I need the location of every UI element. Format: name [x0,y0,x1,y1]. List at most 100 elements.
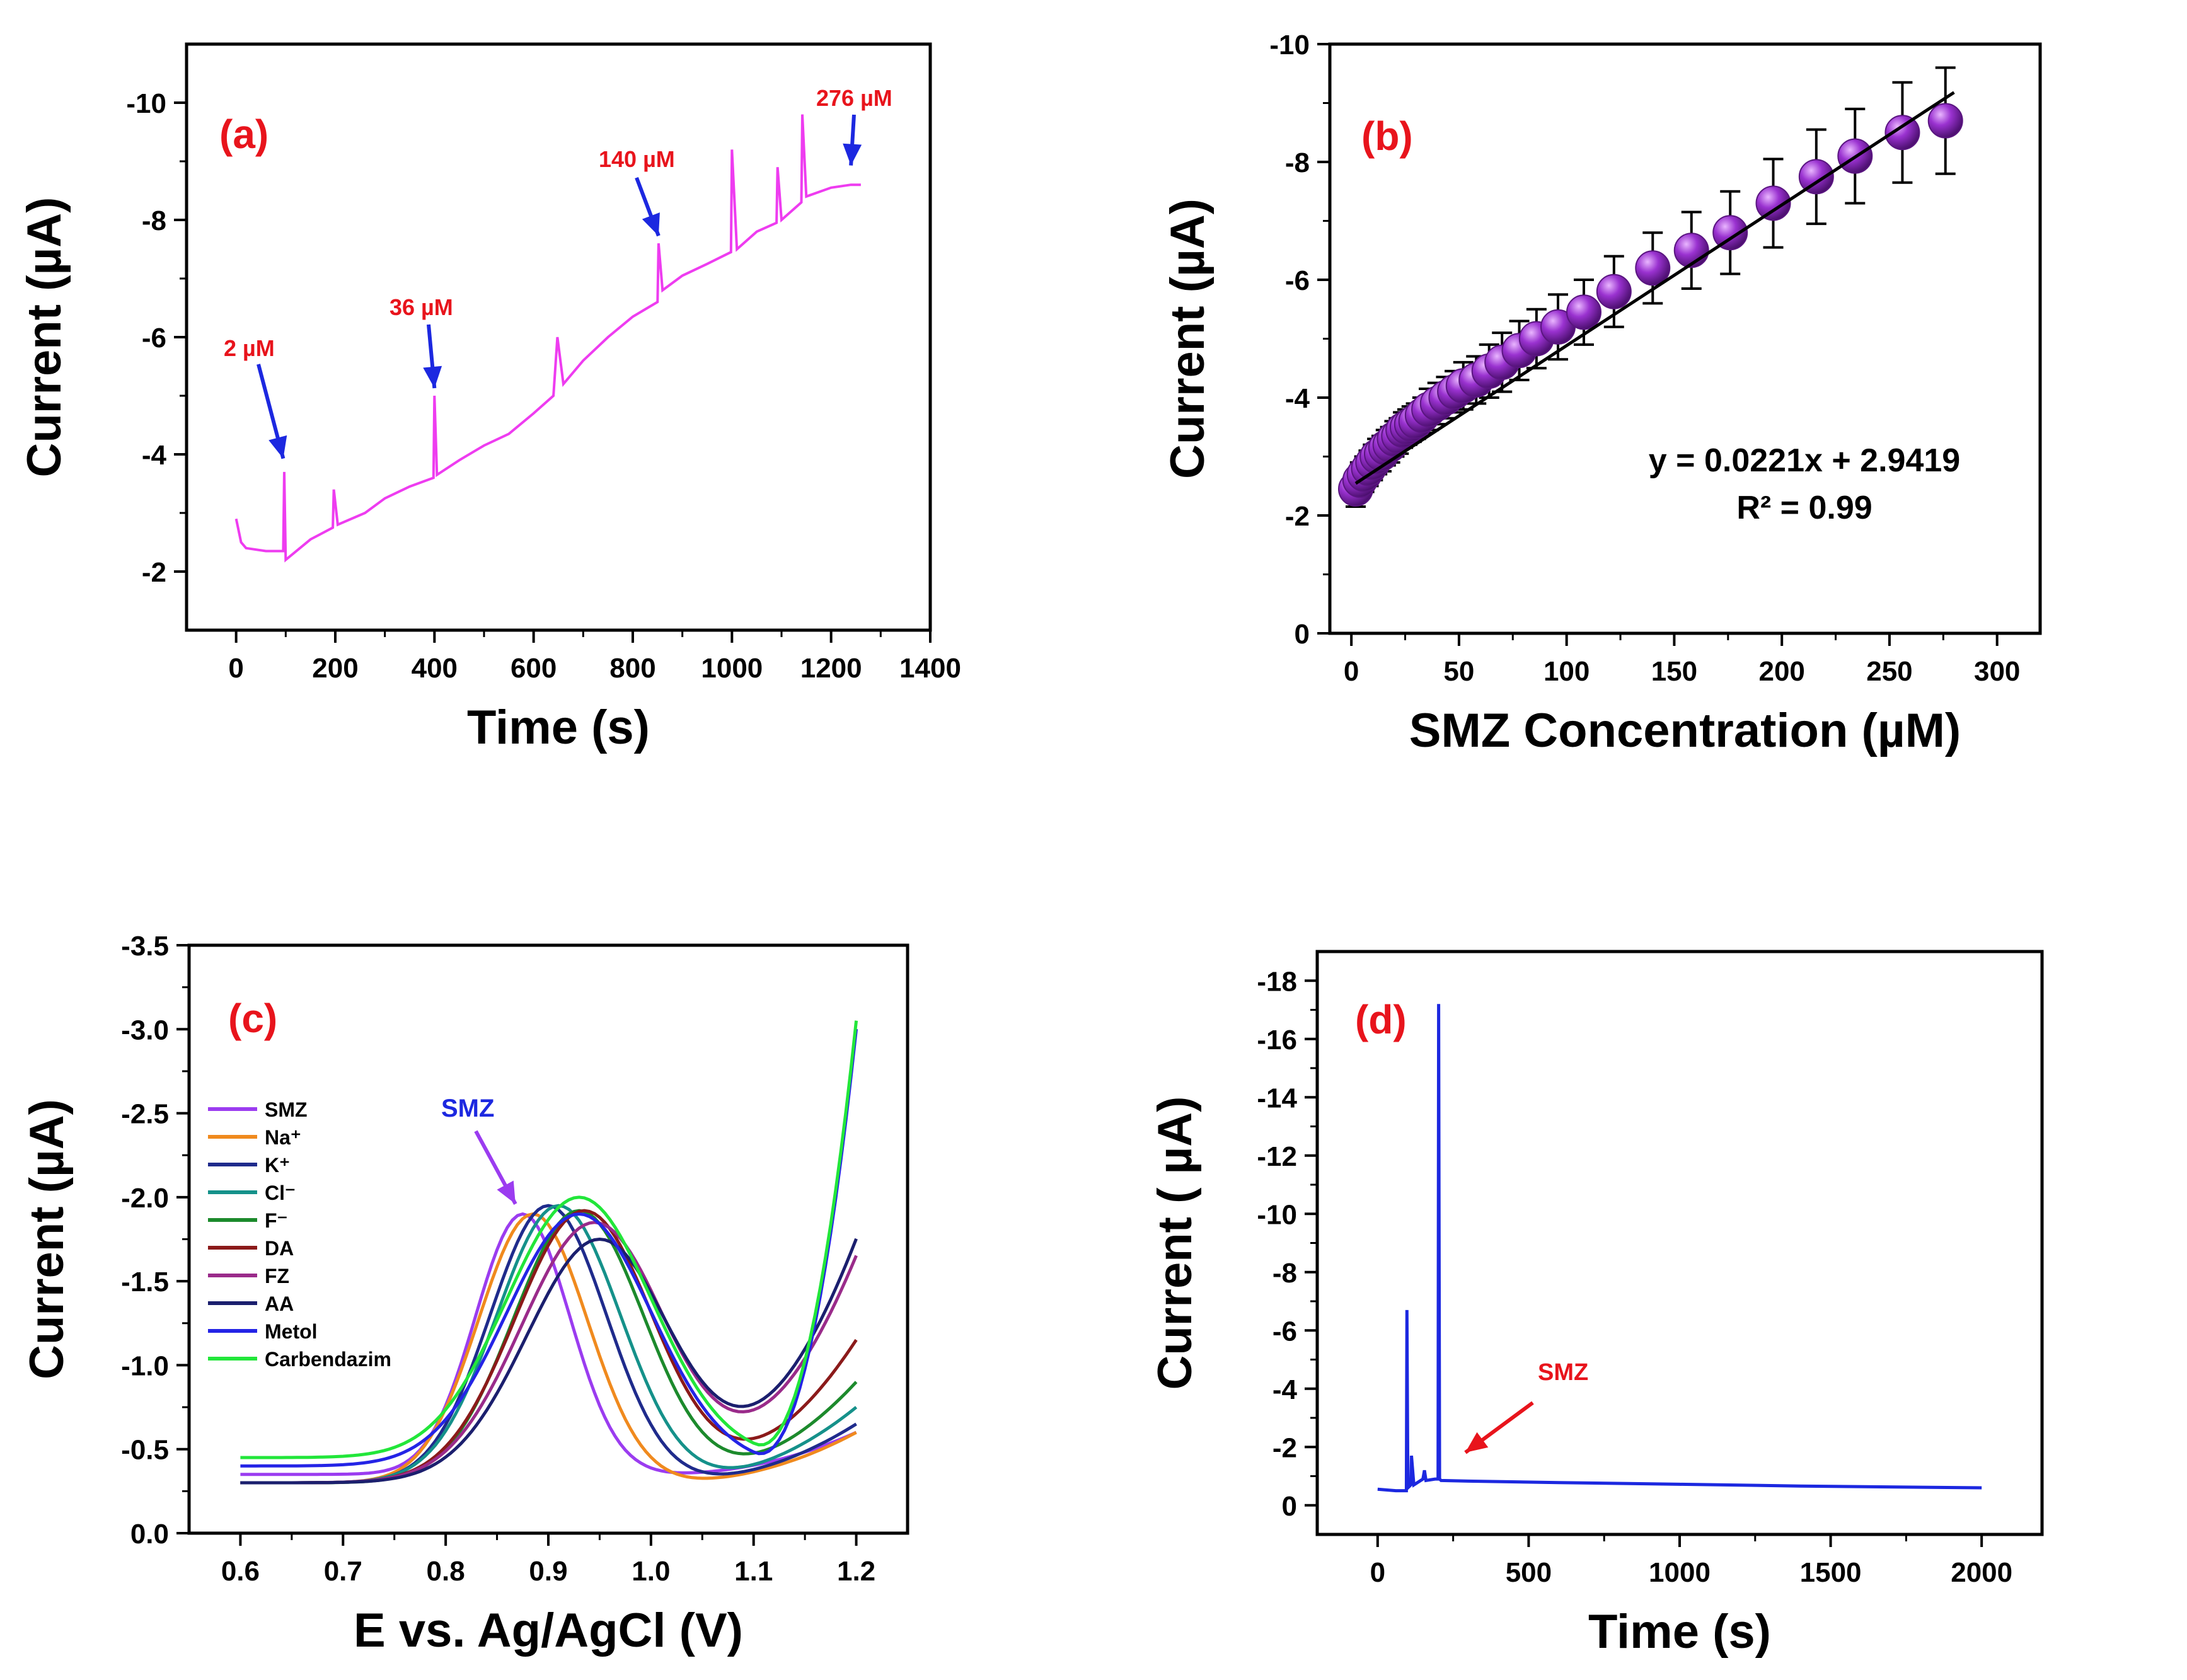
fit-equation: y = 0.0221x + 2.9419 [1649,442,1960,479]
y-tick-label: -0.5 [121,1435,169,1466]
legend-label: F⁻ [265,1209,287,1232]
panel-label-a: (a) [219,112,268,157]
data-point [1566,294,1601,330]
annotation-label: 140 µM [599,146,675,172]
y-tick-label: -2 [1285,501,1310,532]
x-tick-label: 50 [1443,656,1474,687]
x-tick-label: 1400 [899,653,961,684]
x-tick-label: 250 [1866,656,1912,687]
y-tick-label: -8 [1272,1258,1297,1289]
x-tick-label: 200 [1758,656,1804,687]
y-axis-title: Current (µA) [20,1099,74,1379]
panel-label-b: (b) [1361,113,1413,159]
y-tick-label: -4 [1285,383,1310,414]
legend-label: Carbendazim [265,1348,391,1371]
data-point [1927,103,1963,139]
smz-annotation-label: SMZ [441,1095,494,1122]
y-tick-label: 0.0 [130,1519,169,1550]
smz-annotation-arrow-head [497,1180,516,1204]
x-tick-label: 1500 [1800,1557,1862,1588]
legend-label: Cl⁻ [265,1182,296,1204]
panel-label-c: (c) [228,996,277,1041]
annotation-label: 276 µM [816,85,892,111]
data-point [1712,215,1748,251]
y-tick-label: -6 [1272,1316,1297,1347]
x-tick-label: 150 [1651,656,1697,687]
y-tick-label: -10 [126,88,166,119]
y-tick-label: -6 [142,323,166,354]
x-axis-title: E vs. Ag/AgCl (V) [354,1604,743,1657]
annotation-arrow-head [423,365,442,388]
data-point [1798,159,1834,195]
legend-label: SMZ [265,1098,308,1121]
x-tick-label: 100 [1544,656,1590,687]
x-tick-label: 0 [1344,656,1359,687]
smz-annotation-label: SMZ [1538,1359,1588,1386]
annotation-arrow-head [843,143,862,166]
y-tick-label: 0 [1295,619,1310,650]
x-tick-label: 1000 [1649,1557,1711,1588]
smz-annotation-arrow-head [1465,1432,1489,1453]
panel-d: 0 500 1000 1500 2000 0 -2 -4 -6 -8 -10 -12 -14 -16 -18… [1148,950,2044,1659]
x-tick-label: 800 [609,653,655,684]
x-tick-label: 0 [228,653,243,684]
x-tick-label: 1.2 [837,1556,875,1587]
legend-label: Na⁺ [265,1126,301,1149]
y-tick-label: -18 [1257,966,1297,997]
series-line-aa [240,1237,858,1485]
fit-line [1354,91,1955,485]
y-axis-title: Current (µA) [18,197,71,478]
panel-a: 0 200 400 600 800 1000 1200 1400 -2 -4 -6 -8 -10 Time… [18,42,961,754]
x-tick-label: 2000 [1951,1557,2012,1588]
annotation-label: 36 µM [390,294,453,320]
x-axis-title: SMZ Concentration (µM) [1409,704,1961,757]
x-tick-label: 500 [1506,1557,1552,1588]
fit-r-squared: R² = 0.99 [1736,490,1872,526]
x-tick-label: 0 [1370,1557,1385,1588]
x-tick-label: 1000 [701,653,763,684]
series-line-metol [240,1028,858,1468]
annotation-arrow-head [642,212,660,236]
x-axis-title: Time (s) [467,701,650,754]
y-tick-label: -3.5 [121,931,169,962]
y-tick-label: -10 [1269,30,1310,60]
y-tick-label: -2.0 [121,1183,169,1214]
y-tick-label: -3.0 [121,1015,169,1045]
panel-label-d: (d) [1355,997,1407,1042]
legend-label: FZ [265,1265,289,1287]
legend-label: AA [265,1292,294,1315]
y-tick-label: 0 [1282,1491,1297,1522]
y-tick-label: -14 [1257,1083,1297,1113]
series-line-carbendazim [240,1020,858,1459]
annotation-label: 2 µM [224,335,275,361]
data-point [1635,250,1671,286]
y-tick-label: -16 [1257,1025,1297,1056]
data-point [1596,273,1632,309]
x-tick-label: 300 [1974,656,2020,687]
y-tick-label: -8 [142,205,166,236]
y-axis-title: Current ( µA) [1148,1096,1202,1390]
y-tick-label: -10 [1257,1199,1297,1230]
annotation-arrow-head [268,435,287,459]
data-point [1884,115,1920,151]
x-tick-label: 600 [511,653,557,684]
legend-label: Metol [265,1320,318,1343]
x-tick-label: 0.7 [324,1556,362,1587]
x-tick-label: 200 [312,653,358,684]
legend-label: DA [265,1237,294,1260]
y-tick-label: -12 [1257,1141,1297,1172]
x-tick-label: 0.6 [221,1556,260,1587]
data-point [1755,185,1791,221]
y-tick-label: -2 [142,557,166,588]
x-tick-label: 1200 [800,653,862,684]
x-tick-label: 1.0 [632,1556,670,1587]
x-tick-label: 1.1 [734,1556,773,1587]
y-tick-label: -8 [1285,147,1310,178]
y-tick-label: -4 [142,440,167,471]
panel-b: 0 50 100 150 200 250 300 0 -2 -4 -6 -8 -10 SMZ Concen… [1161,30,2042,757]
series-line-interference [1377,1004,1982,1493]
x-axis-title: Time (s) [1588,1605,1771,1659]
y-tick-label: -1.5 [121,1267,169,1297]
y-tick-label: -2 [1272,1432,1297,1463]
